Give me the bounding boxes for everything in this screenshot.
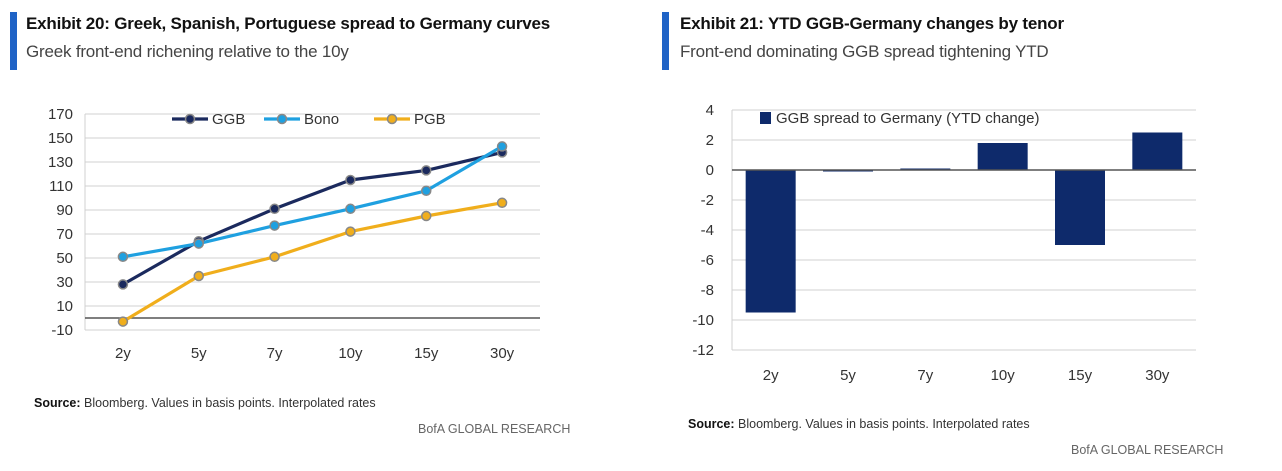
data-point-ggb [421, 165, 432, 176]
data-point-pgb [193, 270, 204, 282]
y-tick-label: -8 [701, 282, 714, 299]
y-tick-label: 70 [56, 226, 73, 243]
brand-label: BofA GLOBAL RESEARCH [1071, 443, 1224, 457]
brand-label: BofA GLOBAL RESEARCH [418, 422, 571, 436]
exhibit-20-panel: Exhibit 20: Greek, Spanish, Portuguese s… [0, 0, 640, 471]
bar-30y [1132, 132, 1183, 170]
legend-marker [276, 113, 288, 125]
title-accent-bar [662, 12, 669, 70]
title-accent-bar [10, 12, 17, 70]
legend-label: Bono [304, 111, 339, 128]
data-point-bono [269, 220, 280, 231]
legend-label: PGB [414, 111, 446, 128]
y-tick-label: -12 [692, 342, 714, 359]
y-tick-label: 4 [706, 102, 714, 119]
y-tick-label: 90 [56, 202, 73, 219]
x-tick-label: 2y [115, 345, 131, 362]
legend-swatch [760, 112, 771, 124]
data-point-ggb [117, 279, 129, 290]
series-line-bono [122, 145, 503, 259]
bar-15y [1055, 170, 1105, 245]
y-tick-label: -4 [701, 222, 714, 239]
y-tick-label: 30 [56, 274, 73, 291]
exhibit-title: Exhibit 21: YTD GGB-Germany changes by t… [680, 14, 1064, 33]
bar-10y [977, 143, 1028, 170]
y-tick-label: -2 [701, 192, 714, 209]
y-tick-label: 110 [49, 178, 73, 195]
source-text: Bloomberg. Values in basis points. Inter… [80, 396, 376, 410]
data-point-ggb [269, 203, 280, 215]
data-point-pgb [345, 226, 356, 237]
y-tick-label: -10 [51, 322, 73, 339]
source-note: Source: Bloomberg. Values in basis point… [688, 417, 1030, 431]
series-line-pgb [122, 201, 503, 323]
source-label: Source: [34, 396, 81, 410]
y-tick-label: 10 [56, 298, 73, 315]
x-tick-label: 15y [1068, 367, 1093, 384]
y-tick-label: 50 [56, 250, 73, 267]
data-point-pgb [117, 316, 129, 327]
x-tick-label: 10y [338, 345, 363, 362]
data-point-bono [421, 185, 432, 197]
data-point-bono [496, 141, 508, 152]
x-tick-label: 15y [414, 345, 439, 362]
data-point-pgb [269, 251, 280, 263]
data-point-bono [117, 251, 129, 263]
x-tick-label: 2y [763, 367, 779, 384]
data-point-bono [193, 238, 204, 249]
source-label: Source: [688, 417, 735, 431]
data-point-pgb [421, 210, 432, 222]
bar-5y [823, 170, 873, 172]
legend-label: GGB spread to Germany (YTD change) [776, 110, 1039, 127]
exhibit-subtitle: Greek front-end richening relative to th… [26, 42, 349, 61]
x-tick-label: 10y [991, 367, 1016, 384]
y-tick-label: 170 [48, 106, 73, 123]
legend-marker [184, 113, 196, 125]
x-tick-label: 7y [267, 345, 283, 362]
y-tick-label: -10 [692, 312, 714, 329]
source-text: Bloomberg. Values in basis points. Inter… [734, 417, 1030, 431]
x-tick-label: 5y [840, 367, 856, 384]
source-note: Source: Bloomberg. Values in basis point… [34, 396, 376, 410]
y-tick-label: 2 [706, 132, 714, 149]
bar-2y [745, 170, 796, 313]
legend-marker [386, 113, 398, 125]
y-tick-label: -6 [701, 252, 714, 269]
data-point-ggb [345, 174, 356, 186]
bar-chart: 4 2 0 -2 -4 -6 -8 -10 -12 2y 5y 7y 10y 15y 30y GGB spre… [692, 102, 1196, 384]
exhibit-title: Exhibit 20: Greek, Spanish, Portuguese s… [26, 14, 551, 33]
line-chart: 170 150 130 110 90 70 50 30 10 -10 2y 5y 7y 10y 15y 30y… [48, 106, 540, 362]
x-tick-label: 5y [191, 345, 207, 362]
bar-7y [900, 168, 951, 170]
x-tick-label: 30y [490, 345, 515, 362]
data-point-bono [345, 203, 356, 215]
legend-label: GGB [212, 111, 245, 128]
y-tick-label: 150 [48, 130, 73, 147]
exhibit-21-panel: Exhibit 21: YTD GGB-Germany changes by t… [652, 0, 1282, 471]
x-tick-label: 30y [1145, 367, 1170, 384]
exhibit-subtitle: Front-end dominating GGB spread tighteni… [680, 42, 1049, 61]
y-tick-label: 130 [48, 154, 73, 171]
x-tick-label: 7y [917, 367, 933, 384]
y-tick-label: 0 [706, 162, 714, 179]
data-point-pgb [496, 197, 508, 209]
series-line-ggb [122, 150, 503, 286]
